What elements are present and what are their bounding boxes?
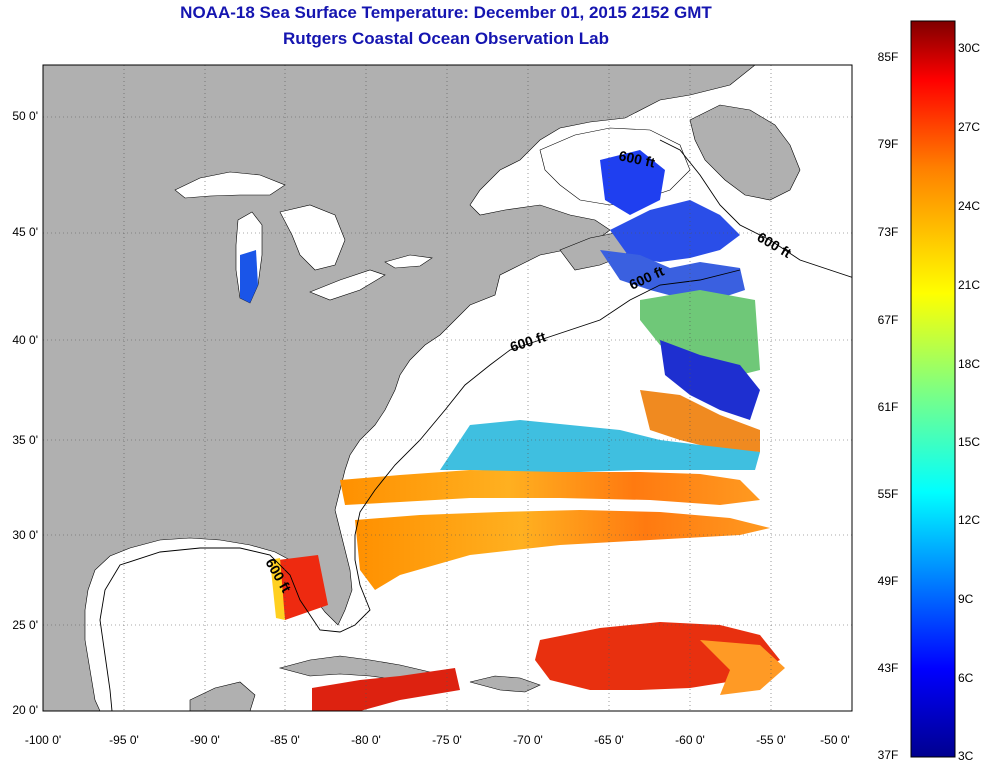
lon-tick-65: -65 0' [594, 733, 624, 747]
sst-caribbean-west [312, 668, 460, 711]
colorbar-c-label: 18C [958, 357, 981, 371]
colorbar-f-label: 85F [877, 50, 899, 64]
map-subtitle: Rutgers Coastal Ocean Observation Lab [283, 29, 609, 48]
colorbar-f-label: 79F [877, 137, 899, 151]
colorbar [910, 20, 956, 758]
newfoundland-land [689, 104, 801, 201]
lon-tick-55: -55 0' [756, 733, 786, 747]
map-title: NOAA-18 Sea Surface Temperature: Decembe… [180, 3, 712, 22]
lon-tick-60: -60 0' [675, 733, 705, 747]
colorbar-f-label: 73F [877, 225, 899, 239]
colorbar-c-label: 3C [958, 749, 974, 763]
map-graticule [43, 65, 852, 711]
lon-tick-70: -70 0' [513, 733, 543, 747]
colorbar-c-label: 24C [958, 199, 981, 213]
lon-tick-100: -100 0' [24, 733, 62, 747]
sst-nova-scotia [610, 200, 740, 262]
600ft-contour [99, 139, 852, 711]
colorbar-f-label: 37F [877, 748, 899, 762]
sst-st-lawrence [600, 150, 665, 215]
sst-offshore-blue [660, 340, 760, 420]
sst-offshore-orange [640, 390, 760, 452]
map-frame [42, 64, 853, 712]
colorbar-f-label: 49F [877, 574, 899, 588]
colorbar-c-label: 9C [958, 592, 974, 606]
lat-tick-20: 20 0' [12, 703, 38, 717]
hispaniola-land [469, 675, 541, 693]
lon-tick-95: -95 0' [109, 733, 139, 747]
colorbar-c-label: 21C [958, 278, 981, 292]
colorbar-f-label: 61F [877, 400, 899, 414]
colorbar-f-label: 43F [877, 661, 899, 675]
lon-tick-50: -50 0' [820, 733, 850, 747]
sst-offshore-green [640, 290, 760, 380]
sst-southeast-band-1 [340, 470, 760, 505]
lat-tick-30: 30 0' [12, 528, 38, 542]
sst-gulf-mexico [278, 555, 328, 620]
lon-tick-80: -80 0' [351, 733, 381, 747]
lake-huron [279, 204, 346, 271]
lake-superior [174, 171, 286, 199]
sst-caribbean-north [535, 622, 780, 690]
sst-southeast-band-2 [355, 510, 770, 590]
colorbar-c-label: 27C [958, 120, 981, 134]
lat-tick-40: 40 0' [12, 333, 38, 347]
north-america-land [43, 65, 756, 711]
lat-tick-50: 50 0' [12, 109, 38, 123]
lon-tick-75: -75 0' [432, 733, 462, 747]
yucatan-land [189, 681, 256, 711]
lon-tick-90: -90 0' [190, 733, 220, 747]
colorbar-c-label: 6C [958, 671, 974, 685]
sst-gulf-mexico-edge [270, 558, 285, 620]
lat-tick-35: 35 0' [12, 433, 38, 447]
sst-midatlantic-mixed [440, 420, 760, 472]
sst-lake-michigan [240, 250, 258, 303]
sst-gulf-maine [600, 250, 745, 300]
colorbar-f-label: 55F [877, 487, 899, 501]
colorbar-c-label: 15C [958, 435, 981, 449]
lat-tick-45: 45 0' [12, 225, 38, 239]
contour-label-1: 600 ft [617, 147, 656, 170]
colorbar-f-label: 67F [877, 313, 899, 327]
lat-tick-25: 25 0' [12, 618, 38, 632]
lake-ontario [384, 254, 433, 269]
colorbar-c-label: 12C [958, 513, 981, 527]
lon-tick-85: -85 0' [270, 733, 300, 747]
colorbar-c-label: 30C [958, 41, 981, 55]
sst-caribbean-edges [700, 640, 785, 695]
